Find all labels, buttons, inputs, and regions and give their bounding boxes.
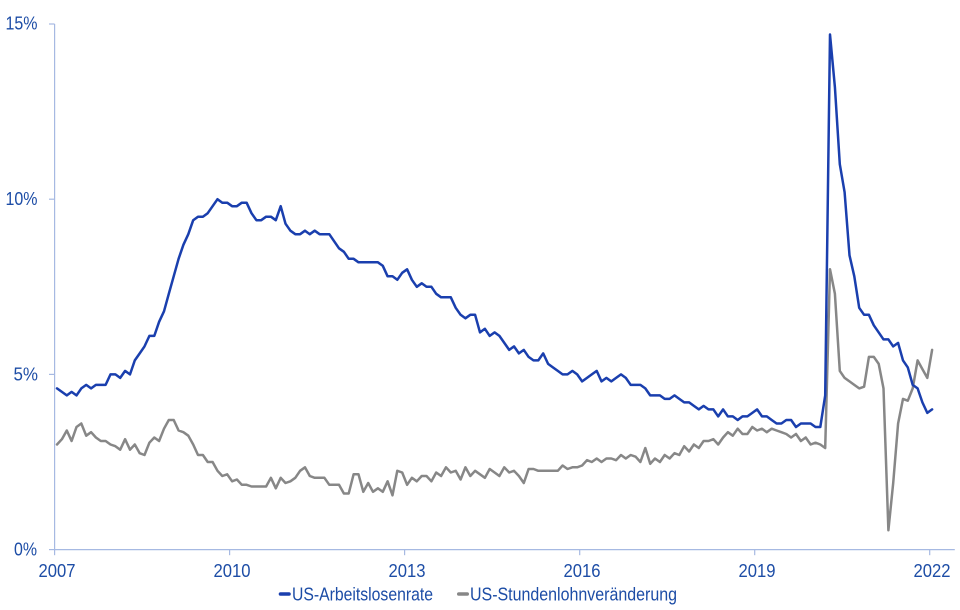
svg-text:0%: 0% bbox=[14, 540, 37, 560]
svg-text:US-Stundenlohnveränderung: US-Stundenlohnveränderung bbox=[470, 585, 677, 605]
svg-text:US-Arbeitslosenrate: US-Arbeitslosenrate bbox=[292, 585, 433, 605]
svg-text:2022: 2022 bbox=[914, 561, 951, 581]
svg-text:10%: 10% bbox=[6, 189, 38, 209]
svg-text:2019: 2019 bbox=[739, 561, 776, 581]
svg-text:2016: 2016 bbox=[564, 561, 601, 581]
svg-text:2010: 2010 bbox=[214, 561, 251, 581]
svg-text:5%: 5% bbox=[14, 365, 39, 385]
svg-text:2013: 2013 bbox=[389, 561, 426, 581]
svg-text:15%: 15% bbox=[6, 14, 38, 34]
svg-text:2007: 2007 bbox=[39, 561, 76, 581]
